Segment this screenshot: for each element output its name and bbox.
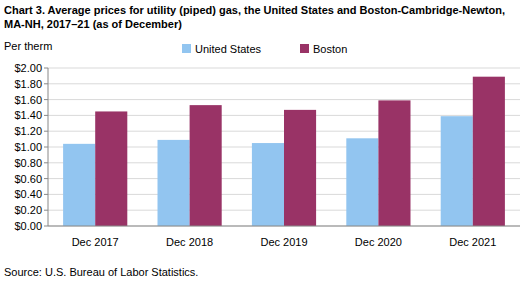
x-tick-label: Dec 2021: [449, 236, 496, 248]
bar: [284, 110, 316, 226]
bar: [473, 77, 505, 226]
y-tick: [44, 226, 48, 227]
y-axis-label: Per therm: [4, 40, 52, 52]
bar: [63, 144, 95, 226]
bar: [190, 105, 222, 226]
y-tick-label: $1.80: [14, 78, 42, 90]
y-tick-label: $2.00: [14, 62, 42, 74]
y-tick: [44, 194, 48, 195]
grid-line: [48, 99, 520, 100]
bar: [158, 140, 190, 226]
source: Source: U.S. Bureau of Labor Statistics.: [4, 266, 198, 278]
y-tick: [44, 115, 48, 116]
y-tick-label: $1.40: [14, 109, 42, 121]
y-tick: [44, 131, 48, 132]
x-tick-label: Dec 2020: [355, 236, 402, 248]
x-tick-label: Dec 2019: [260, 236, 307, 248]
y-tick-label: $0.00: [14, 220, 42, 232]
grid-line: [48, 226, 520, 227]
legend-label: United States: [195, 43, 262, 55]
y-tick-label: $0.20: [14, 204, 42, 216]
grid-line: [48, 68, 520, 69]
y-tick-label: $1.60: [14, 94, 42, 106]
grid-line: [48, 83, 520, 84]
y-tick-label: $0.80: [14, 157, 42, 169]
bar: [378, 100, 410, 226]
legend-swatch: [182, 44, 191, 53]
y-tick: [44, 99, 48, 100]
bar: [252, 143, 284, 226]
y-tick-label: $1.20: [14, 125, 42, 137]
y-tick-label: $0.40: [14, 188, 42, 200]
y-tick: [44, 68, 48, 69]
chart: Per therm $0.00 $0.20 $0.40 $0.60 $0.80 $1.00 $…: [0, 0, 529, 286]
y-tick-label: $0.60: [14, 173, 42, 185]
y-tick: [44, 147, 48, 148]
legend-swatch: [300, 44, 309, 53]
y-tick: [44, 178, 48, 179]
y-tick: [44, 162, 48, 163]
bar: [346, 138, 378, 226]
y-tick: [44, 83, 48, 84]
x-axis: [48, 226, 520, 227]
y-tick-label: $1.00: [14, 141, 42, 153]
bars: [63, 77, 505, 226]
y-axis: [48, 68, 49, 226]
bar: [95, 111, 127, 226]
x-tick-label: Dec 2018: [166, 236, 213, 248]
bar: [441, 116, 473, 226]
x-tick-label: Dec 2017: [72, 236, 119, 248]
legend-label: Boston: [313, 43, 347, 55]
y-tick: [44, 210, 48, 211]
title: Chart 3. Average prices for utility (pip…: [4, 3, 524, 31]
